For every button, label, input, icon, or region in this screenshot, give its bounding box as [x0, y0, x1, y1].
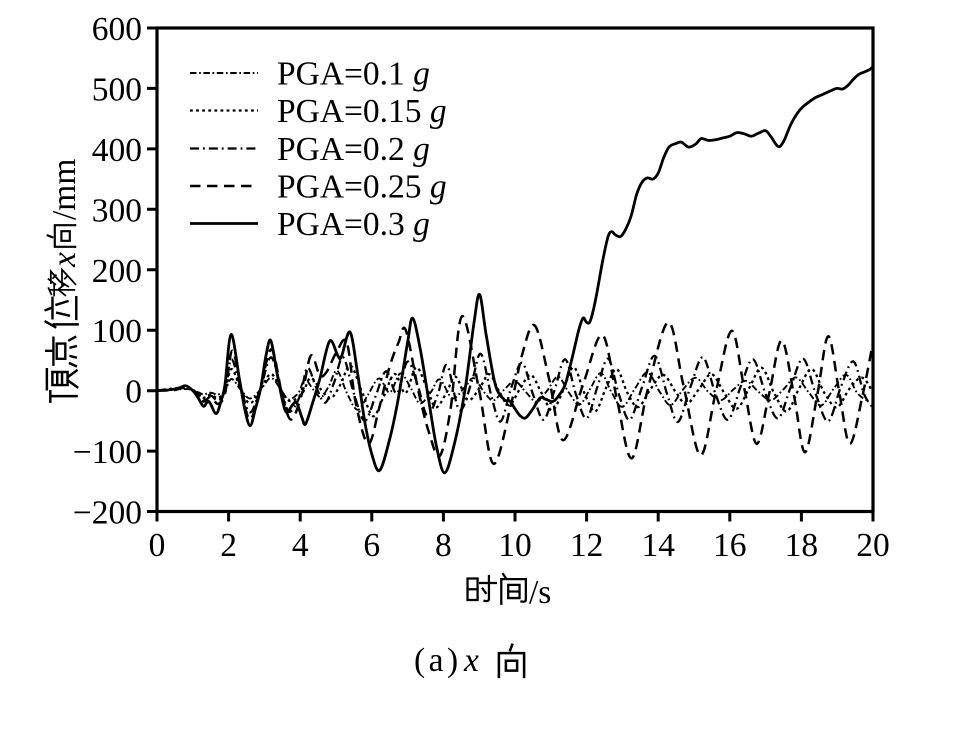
- svg-text:20: 20: [856, 527, 890, 564]
- svg-text:PGA=0.15 g: PGA=0.15 g: [277, 93, 447, 130]
- svg-text:(a): (a): [414, 642, 462, 679]
- svg-text:12: 12: [570, 527, 604, 564]
- svg-text:16: 16: [713, 527, 747, 564]
- svg-text:18: 18: [785, 527, 819, 564]
- svg-text:10: 10: [498, 527, 532, 564]
- svg-text:PGA=0.2 g: PGA=0.2 g: [277, 131, 430, 168]
- svg-text:−200: −200: [73, 495, 142, 532]
- svg-text:600: 600: [92, 11, 142, 48]
- svg-text:6: 6: [363, 527, 380, 564]
- svg-text:200: 200: [92, 253, 142, 290]
- svg-text:PGA=0.25 g: PGA=0.25 g: [277, 169, 447, 206]
- svg-text:0: 0: [125, 374, 142, 411]
- svg-text:PGA=0.3 g: PGA=0.3 g: [277, 206, 430, 243]
- svg-text:100: 100: [92, 313, 142, 350]
- svg-text:500: 500: [92, 71, 142, 108]
- svg-text:14: 14: [641, 527, 675, 564]
- svg-text:−100: −100: [73, 434, 142, 471]
- svg-text:/mm: /mm: [46, 159, 83, 220]
- svg-text:0: 0: [149, 527, 166, 564]
- svg-text:4: 4: [292, 527, 309, 564]
- svg-text:8: 8: [435, 527, 452, 564]
- svg-text:x: x: [463, 642, 479, 679]
- svg-text:/s: /s: [529, 574, 551, 611]
- svg-text:300: 300: [92, 192, 142, 229]
- svg-text:2: 2: [220, 527, 237, 564]
- svg-text:400: 400: [92, 132, 142, 169]
- svg-text:x: x: [46, 252, 83, 268]
- svg-text:PGA=0.1 g: PGA=0.1 g: [277, 56, 430, 93]
